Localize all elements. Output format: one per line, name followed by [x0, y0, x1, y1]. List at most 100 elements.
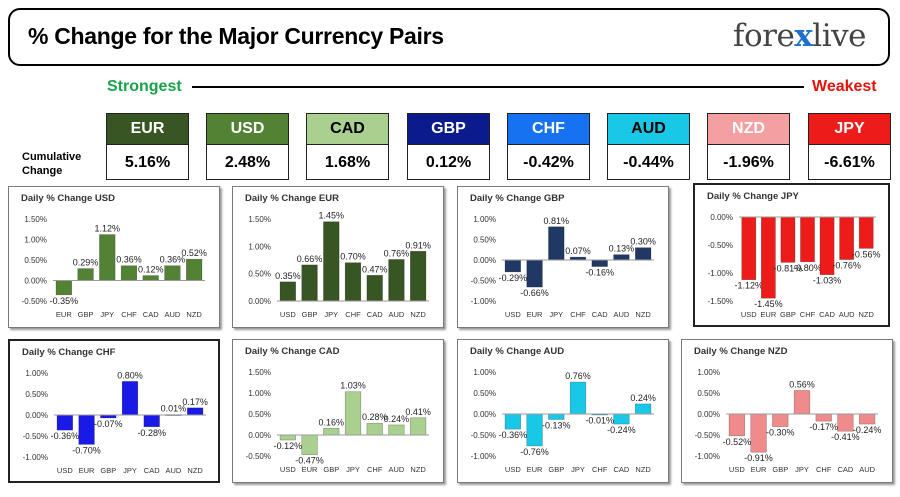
y-tick-label: 0.00% — [473, 256, 496, 265]
x-tick-label: JPY — [795, 465, 809, 474]
y-tick-label: -0.50% — [708, 241, 733, 250]
currency-name: USD — [207, 114, 288, 145]
data-label: -0.35% — [50, 296, 79, 306]
data-label: -0.47% — [295, 456, 324, 466]
data-label: 0.36% — [116, 255, 142, 265]
data-label: -0.29% — [499, 273, 528, 283]
y-tick-label: 0.50% — [697, 389, 720, 398]
x-tick-label: AUD — [389, 310, 405, 319]
y-tick-label: 1.00% — [24, 236, 47, 245]
chart-title: Daily % Change CAD — [245, 346, 340, 357]
bar-jpy — [323, 221, 340, 302]
chart-panel: Daily % Change AUD 1.00% 0.50% 0.00% -0.50% -… — [457, 339, 669, 483]
logo-text-left: fore — [733, 18, 795, 54]
bar-gbp — [301, 264, 318, 302]
y-tick-label: 1.50% — [248, 368, 271, 377]
data-label: -0.76% — [832, 261, 861, 271]
chart-svg: 1.00% 0.50% 0.00% -0.50% -1.00% -0.36% USD -0.7… — [23, 369, 208, 475]
cumulative-value: 0.12% — [425, 154, 472, 171]
forexlive-logo: forexlive — [733, 18, 866, 54]
x-tick-label: USD — [505, 310, 521, 319]
y-tick-label: -0.50% — [471, 431, 496, 440]
data-label: 0.16% — [319, 417, 345, 427]
currency-name: GBP — [408, 114, 489, 145]
y-tick-label: 0.50% — [248, 410, 271, 419]
y-tick-label: -1.00% — [708, 269, 733, 278]
data-label: -0.66% — [520, 288, 549, 298]
bar-chf — [344, 262, 362, 302]
header-banner: % Change for the Major Currency Pairs fo… — [8, 8, 890, 66]
y-tick-label: 0.00% — [473, 410, 496, 419]
currency-card-cad: CAD 1.68% — [306, 113, 389, 180]
x-tick-label: CHF — [570, 310, 586, 319]
chart-svg: 0.00% -0.50% -1.00% -1.50%-1.12% USD-1.45%EU… — [708, 213, 881, 319]
bar-jpy — [121, 381, 139, 416]
data-label: 1.12% — [95, 224, 121, 234]
chart-svg: 1.50% 1.00% 0.50% 0.00% 0.35% USD 0.66% GBP 1.45… — [248, 211, 431, 319]
x-tick-label: AUD — [859, 465, 875, 474]
x-tick-label: EUR — [527, 465, 543, 474]
y-tick-label: 0.00% — [25, 411, 48, 420]
y-tick-label: 0.00% — [710, 213, 733, 222]
currency-card-jpy: JPY -6.61% — [808, 113, 891, 180]
x-tick-label: CHF — [121, 310, 137, 319]
x-tick-label: NZD — [635, 465, 651, 474]
data-label: 0.29% — [73, 258, 99, 268]
x-tick-label: NZD — [859, 310, 875, 319]
bar-nzd — [410, 417, 427, 436]
data-label: -1.03% — [813, 276, 842, 286]
data-label: -0.52% — [723, 437, 752, 447]
data-label: 0.24% — [384, 414, 410, 424]
data-label: 0.91% — [405, 240, 431, 250]
data-label: -0.36% — [499, 430, 528, 440]
cumulative-change-label: Cumulative Change — [22, 151, 82, 177]
y-tick-label: -0.50% — [23, 432, 48, 441]
bar-eur — [78, 414, 95, 445]
y-tick-label: 1.50% — [248, 215, 271, 224]
bar-cad — [143, 414, 160, 428]
y-tick-label: -1.00% — [23, 453, 48, 462]
page-title: % Change for the Major Currency Pairs — [28, 23, 444, 49]
chart-svg: 1.50% 1.00% 0.50% 0.00% -0.50%-0.12% USD-0.47… — [246, 368, 431, 474]
x-tick-label: EUR — [760, 310, 776, 319]
x-tick-label: AUD — [166, 466, 182, 475]
bar-usd — [504, 259, 521, 273]
x-tick-label: JPY — [324, 310, 338, 319]
chart-title: Daily % Change AUD — [470, 346, 565, 357]
y-tick-label: 0.50% — [473, 389, 496, 398]
y-tick-label: -1.00% — [471, 452, 496, 461]
x-tick-label: AUD — [839, 310, 855, 319]
data-label: 0.12% — [138, 265, 164, 275]
bar-aud — [388, 424, 405, 436]
data-label: -0.30% — [766, 428, 795, 438]
currency-name: NZD — [708, 114, 789, 145]
y-tick-label: -0.50% — [22, 297, 47, 306]
x-tick-label: NZD — [410, 310, 426, 319]
logo-text-right: live — [812, 18, 866, 54]
bar-usd — [741, 216, 757, 281]
data-label: -0.81% — [774, 263, 803, 273]
bar-usd — [279, 434, 296, 441]
x-tick-label: CAD — [367, 310, 383, 319]
bar-nzd — [187, 407, 204, 416]
bar-gbp — [548, 413, 565, 420]
data-label: 0.30% — [630, 237, 656, 247]
bar-cad — [366, 275, 383, 302]
chart-svg: 1.00% 0.50% 0.00% -0.50% -1.00% -0.36% USD -0.7… — [471, 368, 656, 474]
x-tick-label: AUD — [389, 465, 405, 474]
y-tick-label: 0.50% — [25, 390, 48, 399]
bar-usd — [504, 413, 521, 430]
x-tick-label: EUR — [79, 466, 95, 475]
x-tick-label: CHF — [800, 310, 816, 319]
y-tick-label: 0.50% — [248, 270, 271, 279]
x-tick-label: GBP — [548, 465, 564, 474]
data-label: 0.70% — [340, 252, 366, 262]
x-tick-label: USD — [280, 465, 296, 474]
data-label: 0.66% — [297, 254, 323, 264]
bar-eur — [301, 434, 318, 456]
data-label: 0.41% — [405, 407, 431, 417]
bar-usd — [279, 281, 296, 302]
bar-eur — [750, 413, 767, 453]
data-label: 0.01% — [161, 404, 187, 414]
y-tick-label: -0.50% — [695, 431, 720, 440]
